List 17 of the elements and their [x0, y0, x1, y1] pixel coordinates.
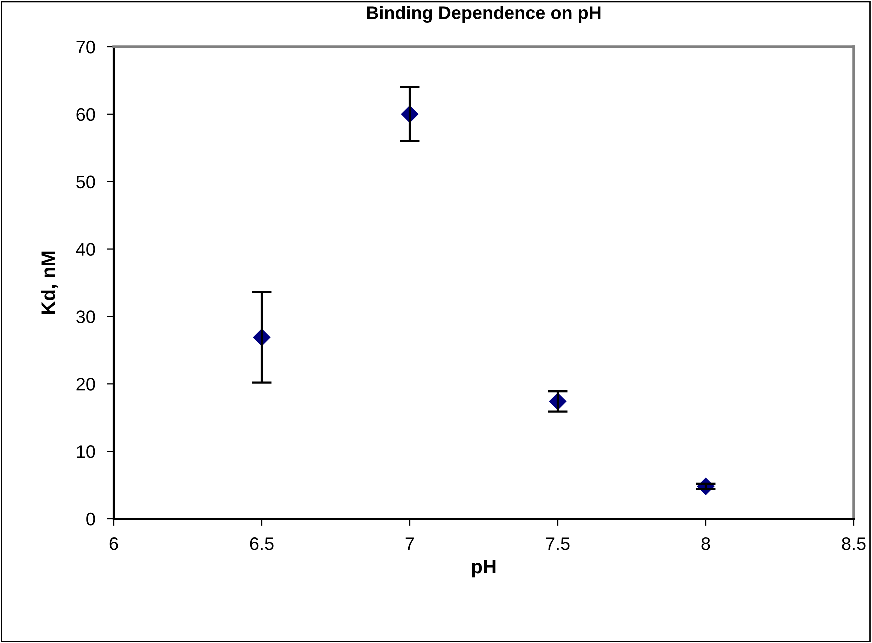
- x-tick-label: 6.5: [250, 538, 274, 550]
- x-tick-label: 7: [406, 538, 414, 550]
- y-tick-label: 60: [76, 108, 96, 122]
- y-tick-label: 50: [76, 176, 96, 189]
- y-tick-label: 0: [86, 512, 96, 526]
- y-tick-label: 30: [76, 310, 96, 324]
- x-tick-label: 8.5: [842, 538, 866, 550]
- x-axis-title: pH: [472, 560, 496, 578]
- y-tick-label: 10: [77, 446, 96, 458]
- x-tick-label: 6: [110, 538, 118, 550]
- x-tick-label: 8: [702, 538, 710, 550]
- y-tick-label: 40: [76, 243, 96, 256]
- y-tick-label: 20: [76, 378, 96, 391]
- x-tick-label: 7.5: [546, 538, 570, 550]
- y-axis-title: Kd, nM: [41, 252, 58, 314]
- chart-title: Binding Dependence on pH: [367, 6, 601, 24]
- y-tick-label: 70: [76, 40, 96, 54]
